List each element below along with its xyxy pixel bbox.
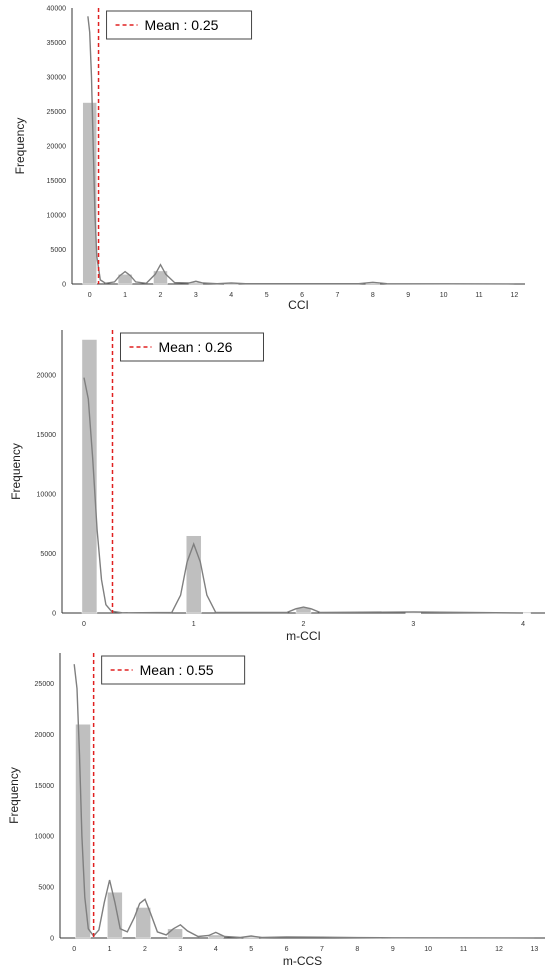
histogram-bar (81, 339, 98, 614)
x-tick-label: 6 (285, 946, 289, 953)
x-tick-label: 4 (229, 292, 233, 299)
kde-curve (73, 664, 535, 939)
legend-label: Mean : 0.26 (158, 339, 232, 355)
x-tick-label: 11 (460, 946, 467, 953)
y-tick-label: 0 (52, 611, 56, 618)
y-axis-title: Frequency (9, 443, 23, 500)
y-tick-label: 30000 (47, 75, 67, 82)
x-tick-label: 12 (495, 946, 503, 953)
y-tick-label: 20000 (37, 373, 57, 380)
x-tick-label: 0 (88, 292, 92, 299)
y-tick-label: 15000 (35, 783, 55, 790)
y-tick-label: 20000 (35, 732, 55, 739)
chart-m-cci: Mean : 0.26 0 1 2 3 4 0 5000 10000 15000 20000 m-CC… (9, 330, 545, 643)
x-tick-label: 2 (302, 621, 306, 628)
legend-label: Mean : 0.55 (140, 662, 214, 678)
kde-curve (83, 377, 524, 614)
legend: Mean : 0.25 (106, 10, 253, 40)
y-tick-label: 10000 (47, 213, 67, 220)
kde-curve (87, 16, 515, 285)
histogram-bar (405, 612, 422, 614)
x-tick-label: 7 (320, 946, 324, 953)
legend: Mean : 0.55 (101, 655, 246, 685)
y-tick-label: 25000 (35, 681, 55, 688)
x-tick-label: 2 (143, 946, 147, 953)
y-tick-label: 0 (50, 936, 54, 943)
x-tick-label: 9 (406, 292, 410, 299)
chart-cci: Mean : 0.250 1 2 3 4 5 6 7 8 9 10 11 120500010000150… (13, 6, 525, 312)
x-tick-label: 2 (159, 292, 163, 299)
y-tick-label: 10000 (35, 834, 55, 841)
y-tick-label: 15000 (47, 178, 67, 185)
x-tick-label: 13 (530, 946, 538, 953)
y-tick-label: 15000 (37, 432, 57, 439)
x-tick-label: 1 (123, 292, 127, 299)
y-axis-title: Frequency (13, 118, 27, 175)
x-tick-label: 3 (411, 621, 415, 628)
histogram-bar (107, 891, 123, 939)
histogram-bar (135, 907, 151, 939)
x-tick-label: 11 (475, 292, 482, 299)
histogram-bar (185, 535, 202, 614)
y-tick-label: 10000 (37, 492, 57, 499)
y-tick-label: 5000 (40, 551, 56, 558)
x-tick-label: 5 (265, 292, 269, 299)
histogram-bar (153, 270, 168, 285)
x-axis-title: m-CCS (283, 954, 322, 968)
x-tick-label: 10 (440, 292, 448, 299)
y-tick-label: 40000 (47, 6, 67, 13)
x-tick-label: 8 (355, 946, 359, 953)
histogram-bar (167, 928, 183, 939)
legend: Mean : 0.26 (119, 332, 264, 362)
y-tick-label: 20000 (47, 144, 67, 151)
legend-label: Mean : 0.25 (145, 17, 219, 33)
x-tick-label: 6 (300, 292, 304, 299)
x-tick-label: 1 (108, 946, 112, 953)
y-tick-label: 35000 (47, 40, 67, 47)
chart-m-ccs: Mean : 0.550 1 2 3 4 5 6 7 8 9 10 11 12 1305000100001… (7, 653, 545, 968)
y-tick-label: 25000 (47, 109, 67, 116)
y-axis-title: Frequency (7, 767, 21, 824)
x-tick-label: 0 (82, 621, 86, 628)
x-tick-label: 5 (249, 946, 253, 953)
histogram-bar (75, 724, 91, 939)
x-tick-label: 7 (335, 292, 339, 299)
y-tick-label: 5000 (50, 247, 66, 254)
x-tick-label: 12 (510, 292, 518, 299)
x-tick-label: 9 (391, 946, 395, 953)
y-tick-label: 0 (62, 282, 66, 289)
x-tick-label: 4 (214, 946, 218, 953)
x-tick-label: 3 (178, 946, 182, 953)
x-axis-title: CCI (288, 298, 309, 312)
x-tick-label: 1 (192, 621, 196, 628)
histogram-bar (117, 274, 133, 285)
y-tick-label: 5000 (38, 885, 54, 892)
x-tick-label: 10 (424, 946, 432, 953)
x-axis-title: m-CCI (286, 629, 321, 643)
x-tick-label: 3 (194, 292, 198, 299)
x-tick-label: 0 (72, 946, 76, 953)
x-tick-label: 8 (371, 292, 375, 299)
x-tick-label: 4 (521, 621, 525, 628)
